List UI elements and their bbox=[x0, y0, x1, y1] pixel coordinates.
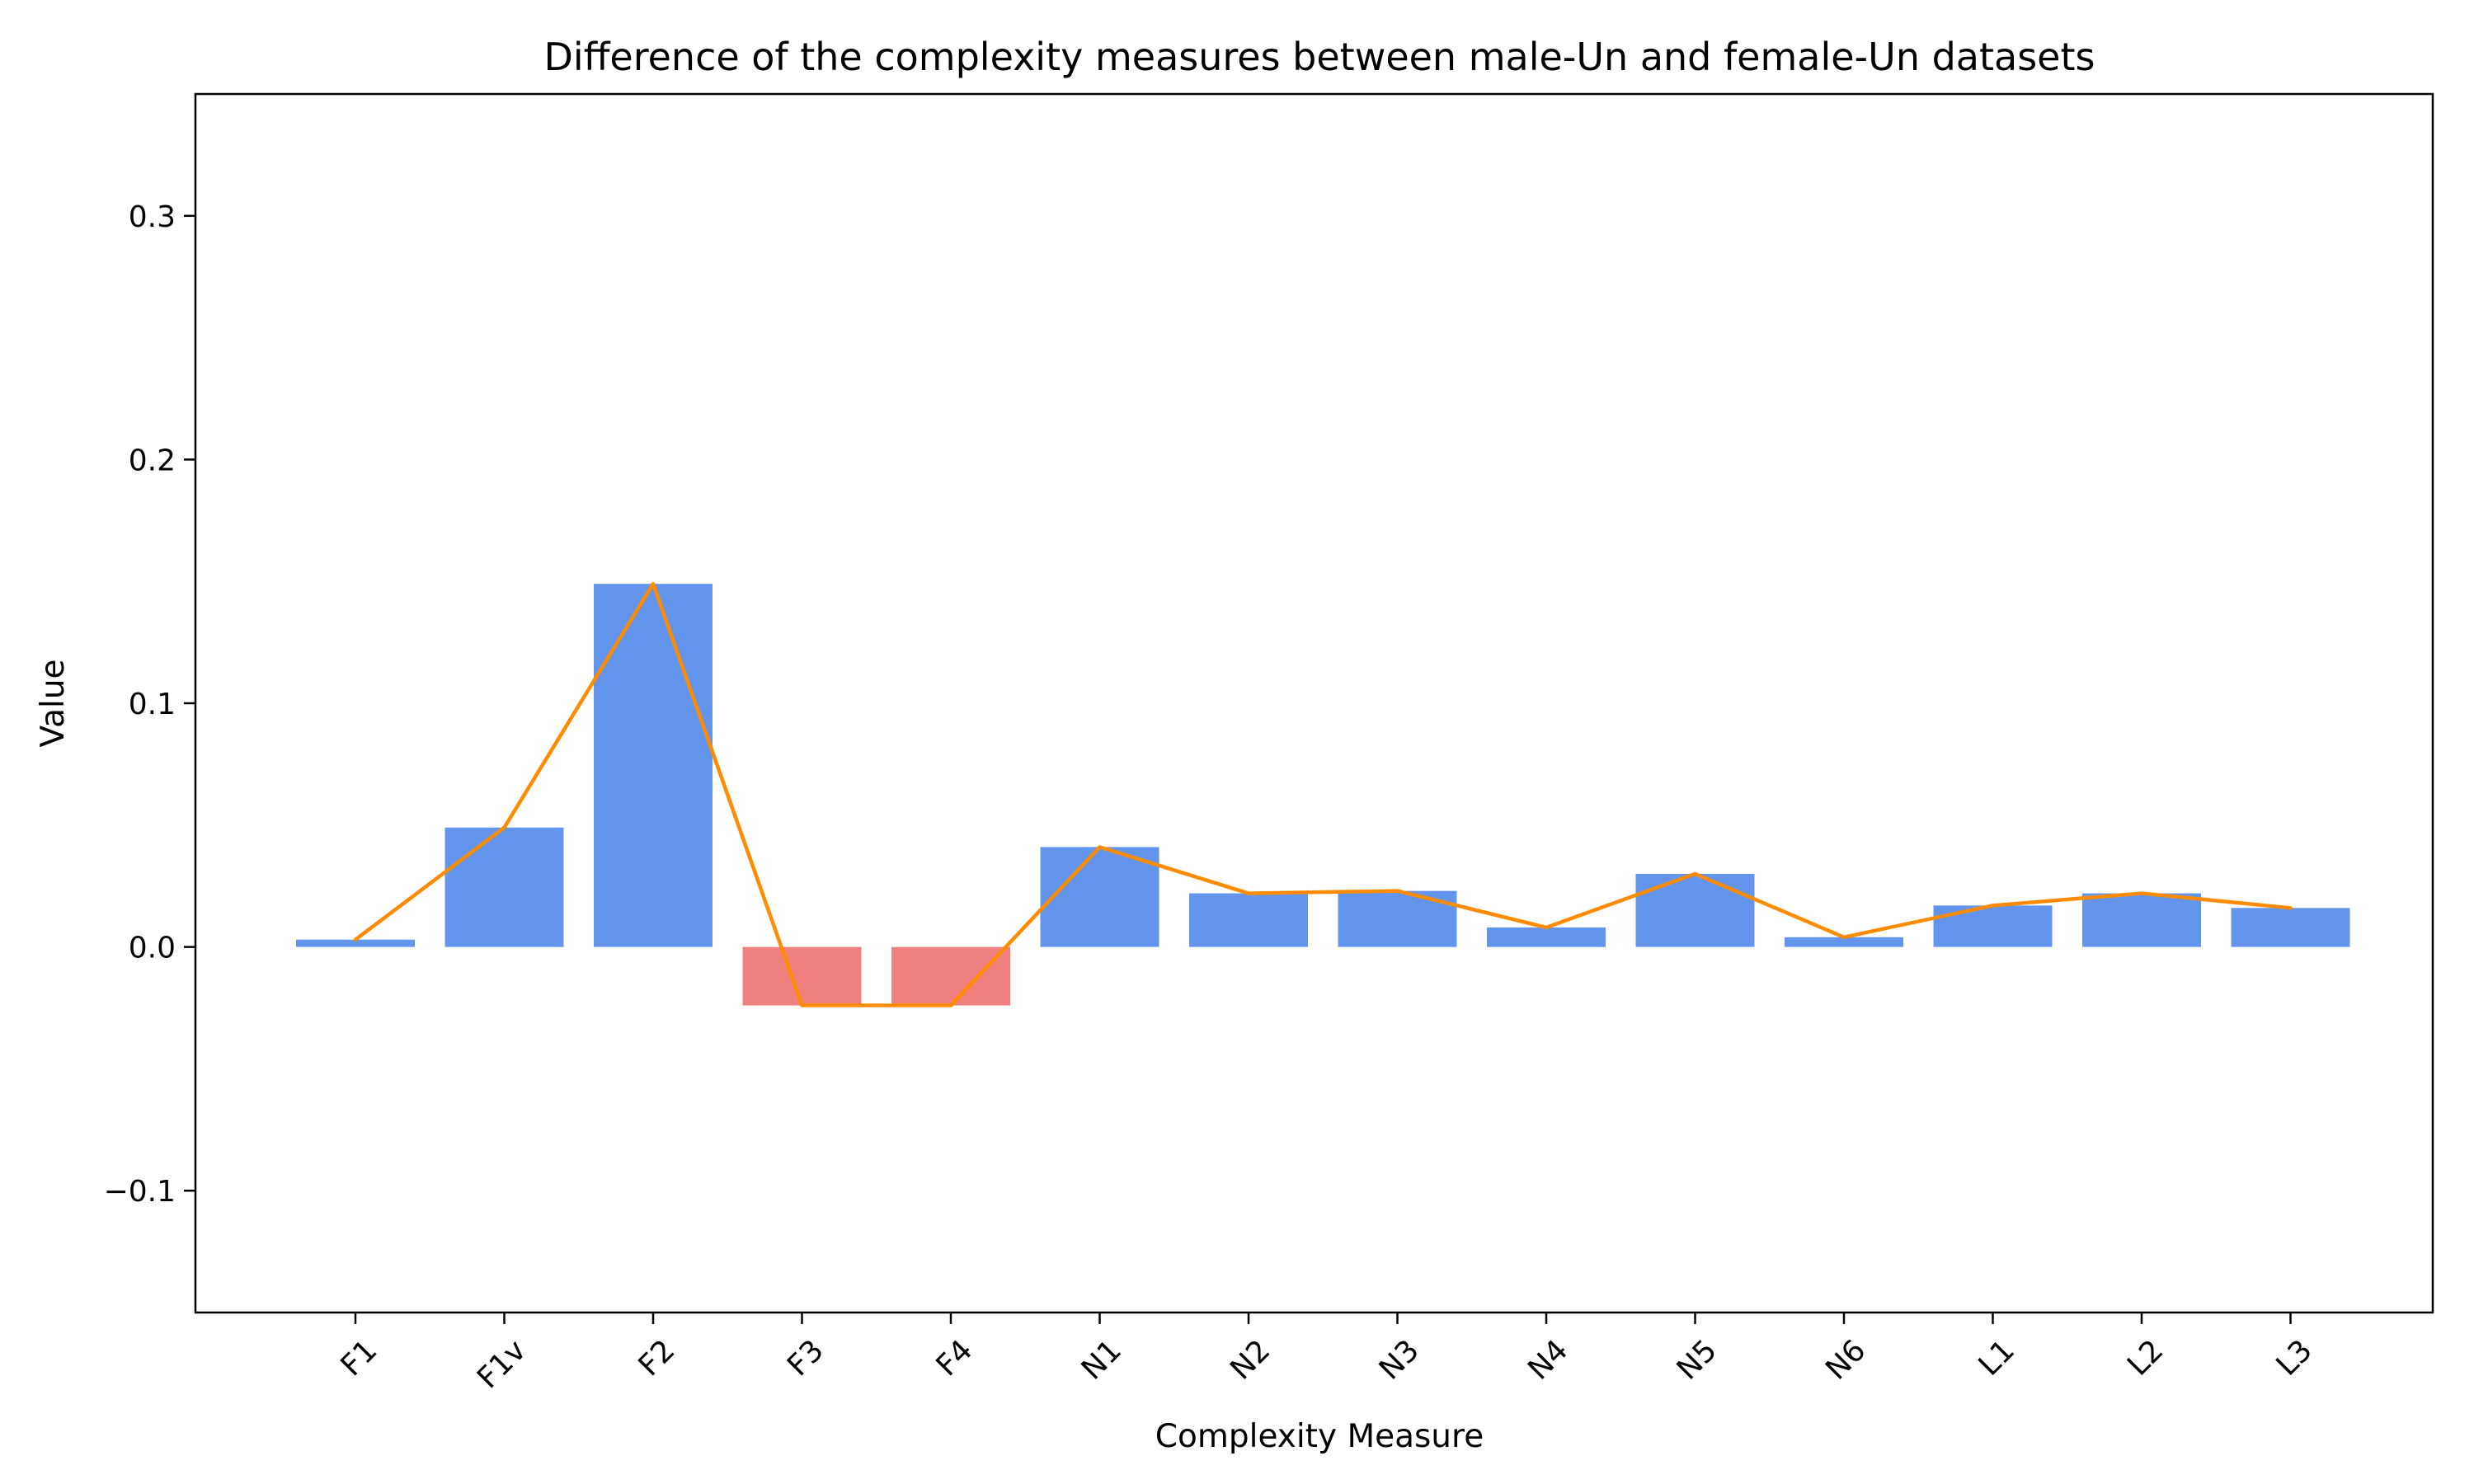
bar-l1 bbox=[1933, 905, 2053, 947]
x-tick-label-l3: L3 bbox=[2270, 1333, 2319, 1382]
x-tick-label-n4: N4 bbox=[1522, 1333, 1574, 1386]
x-tick-label-f2: F2 bbox=[633, 1333, 682, 1383]
line-layer bbox=[353, 581, 2293, 1007]
bar-f3 bbox=[742, 946, 862, 1006]
x-tick-label-f4: F4 bbox=[930, 1333, 980, 1383]
y-tick-label: 0.3 bbox=[129, 200, 176, 234]
x-tick-label-n1: N1 bbox=[1075, 1333, 1128, 1386]
plot-frame bbox=[194, 92, 2434, 1314]
axes-layer bbox=[194, 92, 2434, 1314]
bar-f1 bbox=[296, 939, 415, 947]
y-tick-label: 0.2 bbox=[129, 444, 176, 477]
bar-f4 bbox=[891, 946, 1010, 1006]
bar-n5 bbox=[1635, 873, 1755, 947]
bar-n2 bbox=[1189, 893, 1308, 947]
ticks-layer: −0.1 0.0 0.1 0.2 0.3 F1 F1v F2 F3 F4 N1 N2 N3 N4 N5 N6 L… bbox=[104, 200, 2319, 1396]
bar-l2 bbox=[2082, 893, 2201, 947]
x-tick-label-n6: N6 bbox=[1819, 1333, 1872, 1386]
bar-l3 bbox=[2231, 908, 2350, 947]
bar-n1 bbox=[1040, 847, 1159, 947]
bar-n4 bbox=[1487, 927, 1606, 947]
x-axis-title: Complexity Measure bbox=[1155, 1418, 1484, 1455]
bars-layer bbox=[296, 584, 2350, 1006]
trend-line bbox=[353, 581, 2293, 1007]
chart-title: Difference of the complexity measures be… bbox=[544, 35, 2095, 79]
x-tick-label-f1: F1 bbox=[335, 1333, 384, 1383]
y-tick-label: 0.1 bbox=[129, 688, 176, 721]
bar-n6 bbox=[1785, 937, 1903, 947]
x-tick-label-l1: L1 bbox=[1973, 1333, 2021, 1382]
y-tick-label: −0.1 bbox=[104, 1175, 176, 1209]
bar-f2 bbox=[594, 584, 713, 947]
y-axis-title: Value bbox=[35, 659, 72, 747]
y-tick-label: 0.0 bbox=[129, 932, 176, 965]
x-tick-label-n3: N3 bbox=[1373, 1333, 1426, 1386]
x-tick-label-f1v: F1v bbox=[471, 1333, 533, 1395]
x-tick-label-n5: N5 bbox=[1671, 1333, 1724, 1386]
x-tick-label-l2: L2 bbox=[2121, 1333, 2170, 1382]
x-tick-label-n2: N2 bbox=[1224, 1333, 1277, 1386]
bar-f1v bbox=[444, 827, 564, 947]
x-tick-label-f3: F3 bbox=[781, 1333, 830, 1383]
